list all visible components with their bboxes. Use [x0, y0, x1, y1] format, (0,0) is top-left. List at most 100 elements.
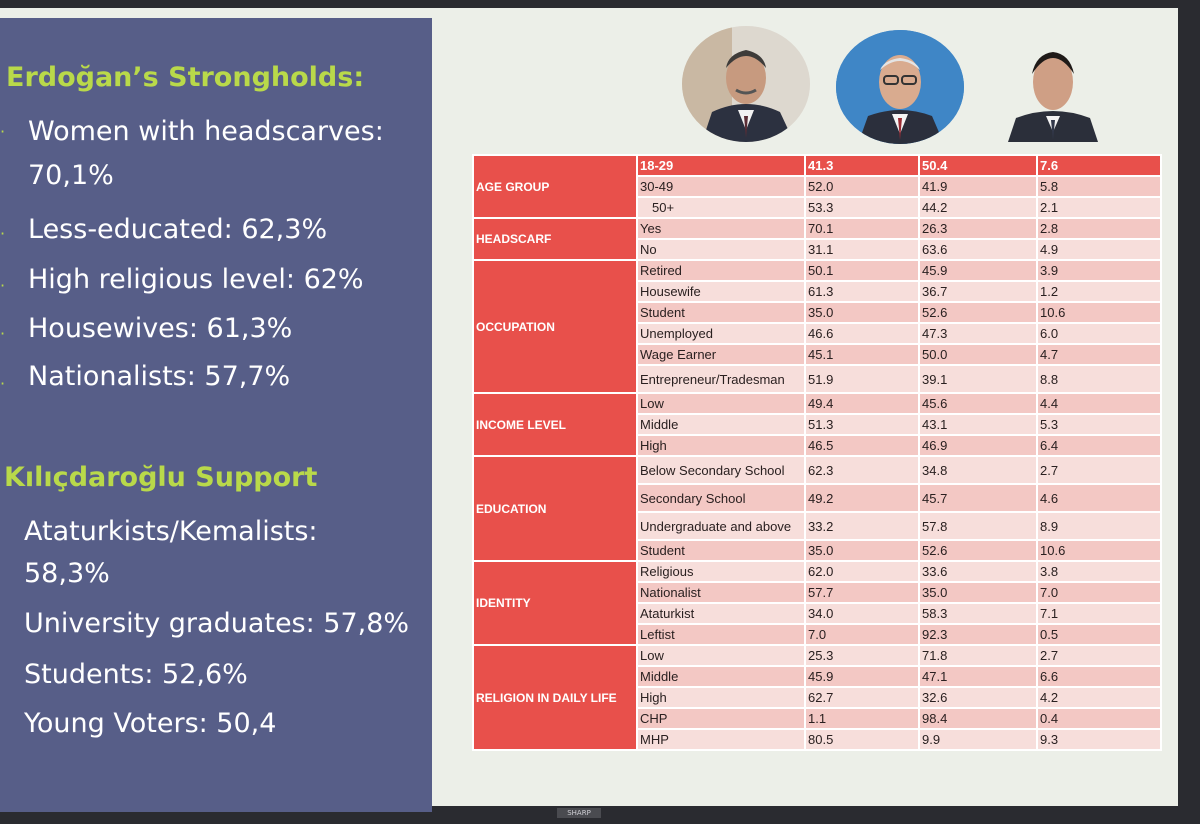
table-cell: 62.7	[804, 686, 920, 709]
group-label: OCCUPATION	[472, 259, 638, 394]
table-row: CHP 1.1 98.4 0.4	[473, 707, 1162, 730]
table-cell: 41.3	[804, 154, 920, 177]
table-cell: 47.1	[918, 665, 1038, 688]
table-cell: 52.0	[804, 175, 920, 198]
table-cell: 34.8	[918, 455, 1038, 485]
table-cell: 2.1	[1036, 196, 1162, 219]
table-cell: 70.1	[804, 217, 920, 240]
table-cell: 41.9	[918, 175, 1038, 198]
table-cell: 39.1	[918, 364, 1038, 394]
table-cell: 10.6	[1036, 539, 1162, 562]
table-cell: High	[636, 686, 806, 709]
table-cell: 7.0	[1036, 581, 1162, 604]
table-row: Student 35.0 52.6 10.6	[473, 539, 1162, 562]
table-row: Middle 45.9 47.1 6.6	[473, 665, 1162, 688]
strongholds-heading: Erdoğan’s Strongholds:	[6, 62, 365, 93]
support-item: University graduates: 57,8%	[24, 608, 410, 639]
table-cell: 4.4	[1036, 392, 1162, 415]
table-row: AGE GROUP 18-29 41.3 50.4 7.6	[472, 154, 1162, 219]
table-cell: Undergraduate and above	[636, 511, 806, 541]
table-row: OCCUPATION Retired 50.1 45.9 3.9	[472, 259, 1162, 394]
group-label: RELIGION IN DAILY LIFE	[472, 644, 638, 751]
table-cell: 5.3	[1036, 413, 1162, 436]
table-cell: 4.7	[1036, 343, 1162, 366]
table-cell: 58.3	[918, 602, 1038, 625]
table-cell: Middle	[636, 413, 806, 436]
table-cell: 26.3	[918, 217, 1038, 240]
stronghold-item: Housewives: 61,3%	[28, 313, 293, 344]
table-row: Housewife 61.3 36.7 1.2	[473, 280, 1162, 303]
table-row: 30-49 52.0 41.9 5.8	[473, 175, 1162, 198]
table-cell: 4.9	[1036, 238, 1162, 261]
table-cell: 18-29	[636, 154, 806, 177]
table-cell: 6.6	[1036, 665, 1162, 688]
table-cell: 50.0	[918, 343, 1038, 366]
table-cell: 80.5	[804, 728, 920, 751]
table-cell: 7.0	[804, 623, 920, 646]
group-label: AGE GROUP	[472, 154, 638, 219]
table-row: High 62.7 32.6 4.2	[473, 686, 1162, 709]
voter-breakdown-table: AGE GROUP 18-29 41.3 50.4 7.6 30-49 52.0…	[472, 154, 1162, 751]
table-row: Nationalist 57.7 35.0 7.0	[473, 581, 1162, 604]
table-cell: 6.0	[1036, 322, 1162, 345]
stronghold-item: Women with headscarves:	[28, 116, 384, 147]
table-cell: 49.2	[804, 483, 920, 513]
table-cell: 9.3	[1036, 728, 1162, 751]
table-cell: 35.0	[804, 301, 920, 324]
table-cell: 32.6	[918, 686, 1038, 709]
table-row: Ataturkist 34.0 58.3 7.1	[473, 602, 1162, 625]
table-cell: 1.1	[804, 707, 920, 730]
table-cell: 8.8	[1036, 364, 1162, 394]
support-item: Young Voters: 50,4	[24, 708, 277, 739]
table-cell: 2.7	[1036, 455, 1162, 485]
left-text-panel: Erdoğan’s Strongholds: · Women with head…	[0, 18, 432, 812]
table-cell: 49.4	[804, 392, 920, 415]
table-cell: 57.7	[804, 581, 920, 604]
table-row: Entrepreneur/Tradesman 51.9 39.1 8.8	[473, 364, 1162, 394]
table-cell: MHP	[636, 728, 806, 751]
table-cell: Student	[636, 539, 806, 562]
table-cell: 1.2	[1036, 280, 1162, 303]
table-cell: Yes	[636, 217, 806, 240]
table-cell: 46.5	[804, 434, 920, 457]
table-cell: 98.4	[918, 707, 1038, 730]
table-cell: 8.9	[1036, 511, 1162, 541]
table-cell: 33.6	[918, 560, 1038, 583]
table-row: RELIGION IN DAILY LIFE Low 25.3 71.8 2.7	[472, 644, 1162, 751]
table-cell: 92.3	[918, 623, 1038, 646]
table-cell: 35.0	[918, 581, 1038, 604]
table-cell: 2.8	[1036, 217, 1162, 240]
table-cell: No	[636, 238, 806, 261]
presentation-slide: Erdoğan’s Strongholds: · Women with head…	[0, 8, 1178, 812]
table-cell: Leftist	[636, 623, 806, 646]
table-cell: 3.8	[1036, 560, 1162, 583]
table-cell: 57.8	[918, 511, 1038, 541]
stronghold-item: Less-educated: 62,3%	[28, 214, 328, 245]
table-cell: CHP	[636, 707, 806, 730]
monitor-brand-logo: SHARP	[557, 808, 601, 818]
table-row: No 31.1 63.6 4.9	[473, 238, 1162, 261]
table-cell: 4.2	[1036, 686, 1162, 709]
table-row: Wage Earner 45.1 50.0 4.7	[473, 343, 1162, 366]
table-cell: Entrepreneur/Tradesman	[636, 364, 806, 394]
table-cell: Low	[636, 392, 806, 415]
table-cell: 45.9	[804, 665, 920, 688]
table-row: Leftist 7.0 92.3 0.5	[473, 623, 1162, 646]
table-cell: 10.6	[1036, 301, 1162, 324]
table-cell: Student	[636, 301, 806, 324]
table-cell: 36.7	[918, 280, 1038, 303]
table-row: Undergraduate and above 33.2 57.8 8.9	[473, 511, 1162, 541]
table-cell: 0.5	[1036, 623, 1162, 646]
table-cell: 45.6	[918, 392, 1038, 415]
table-cell: Housewife	[636, 280, 806, 303]
table-row: Student 35.0 52.6 10.6	[473, 301, 1162, 324]
table-cell: 7.6	[1036, 154, 1162, 177]
table-cell: 50.1	[804, 259, 920, 282]
group-label: EDUCATION	[472, 455, 638, 562]
table-cell: 71.8	[918, 644, 1038, 667]
table-cell: Religious	[636, 560, 806, 583]
table-cell: 46.9	[918, 434, 1038, 457]
table-cell: 5.8	[1036, 175, 1162, 198]
table-cell: 50.4	[918, 154, 1038, 177]
candidate-photo-ogan	[1004, 32, 1102, 142]
